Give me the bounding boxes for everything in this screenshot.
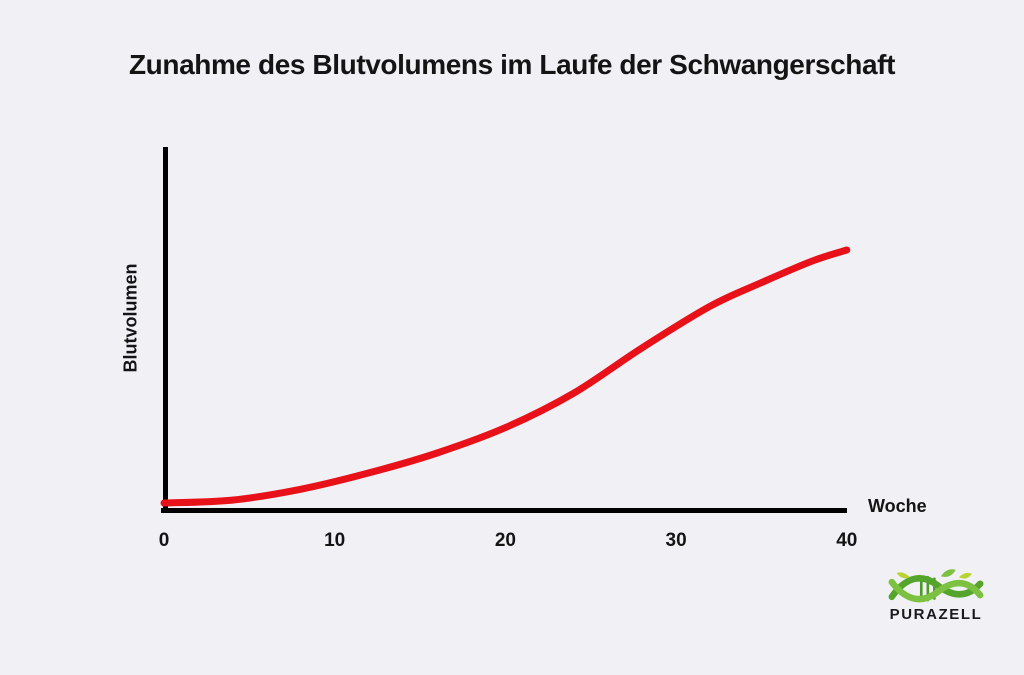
x-tick-label: 30 (665, 530, 687, 551)
x-axis-label: Woche (868, 496, 927, 516)
chart-title: Zunahme des Blutvolumens im Laufe der Sc… (128, 49, 896, 80)
dna-leaf-icon (888, 569, 984, 603)
purazell-logo: PURAZELL (876, 569, 996, 623)
y-axis-label: Blutvolumen (120, 263, 141, 373)
x-tick-label: 40 (836, 530, 858, 551)
blood-volume-curve (160, 246, 851, 507)
x-tick-label: 20 (494, 530, 516, 551)
x-tick-label: 10 (324, 530, 346, 551)
x-tick-label: 0 (158, 530, 170, 551)
logo-text: PURAZELL (889, 606, 983, 623)
